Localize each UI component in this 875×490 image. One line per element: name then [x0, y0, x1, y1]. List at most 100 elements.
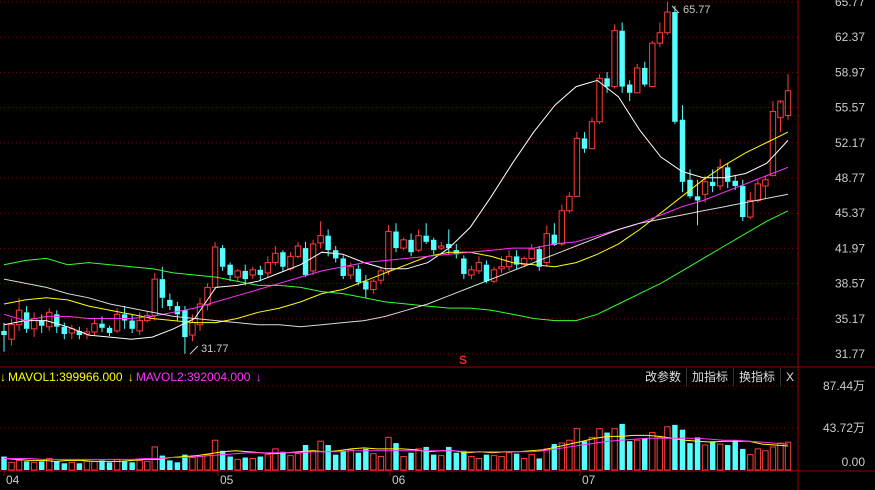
- price-tick-label: 45.37: [835, 206, 865, 220]
- volume-bar: [99, 460, 105, 470]
- candle: [461, 255, 467, 280]
- volume-bar: [423, 446, 429, 470]
- price-tick-label: 52.17: [835, 136, 865, 150]
- volume-bar: [446, 446, 452, 470]
- candle: [257, 265, 264, 282]
- candle: [513, 250, 520, 269]
- volume-bar: [249, 457, 256, 471]
- candle: [363, 275, 369, 298]
- candle: [347, 262, 354, 280]
- candle: [332, 246, 339, 263]
- volume-bar: [461, 450, 467, 470]
- volume-bar: [732, 440, 738, 470]
- candle: [747, 192, 754, 220]
- volume-bar: [777, 442, 784, 471]
- candle: [1, 322, 7, 352]
- volume-bar: [385, 436, 392, 471]
- volume-bar: [54, 461, 60, 470]
- volume-bar: [642, 438, 648, 470]
- candle: [159, 266, 166, 309]
- high-price-label: 65.77: [683, 4, 711, 16]
- candle: [438, 241, 445, 251]
- candle: [294, 241, 302, 259]
- high-price-pointer: [671, 5, 680, 14]
- price-tick-label: 38.57: [835, 277, 865, 291]
- volume-bar: [227, 456, 233, 470]
- price-tick-label: 31.77: [835, 347, 865, 361]
- volume-bar: [694, 437, 701, 470]
- candle: [558, 204, 566, 247]
- volume-bar: [400, 456, 407, 471]
- volume-bar: [588, 436, 596, 471]
- candle: [249, 266, 256, 280]
- candle: [619, 22, 625, 93]
- volume-bar: [196, 456, 204, 471]
- volume-bar: [340, 450, 346, 470]
- mavol2-label: MAVOL2:392004.000: [135, 370, 251, 384]
- mavol1-arrow: ↓: [0, 370, 6, 384]
- volume-bar-series: [1, 423, 792, 471]
- month-label: 07: [582, 473, 596, 487]
- volume-bar: [438, 455, 445, 471]
- ma-line-ma20: [3, 166, 789, 322]
- volume-bar: [430, 454, 437, 470]
- candle: [423, 223, 429, 244]
- volume-bar: [762, 450, 769, 471]
- volume-bar: [656, 436, 664, 471]
- volume-bar: [280, 451, 286, 470]
- candle: [182, 306, 188, 354]
- candle: [174, 301, 181, 321]
- volume-bar: [144, 460, 151, 471]
- volume-bar: [453, 452, 460, 470]
- candle: [264, 256, 272, 278]
- price-tick-label: 65.77: [835, 0, 865, 9]
- candle: [716, 159, 724, 191]
- candle: [468, 265, 475, 280]
- add-indicator-button[interactable]: 加指标: [686, 368, 733, 386]
- volume-bar: [740, 448, 746, 470]
- volume-bar: [408, 452, 414, 470]
- volume-bar: [672, 424, 678, 470]
- volume-bar: [76, 463, 83, 470]
- candle: [784, 74, 792, 120]
- candle: [490, 266, 498, 284]
- volume-bar: [355, 452, 362, 470]
- modify-params-button[interactable]: 改参数: [645, 370, 682, 384]
- volume-bar: [393, 443, 399, 470]
- candle: [754, 179, 762, 203]
- volume-bar: [769, 446, 777, 471]
- ma-line-ma60: [3, 193, 789, 328]
- low-price-pointer: [189, 345, 199, 355]
- moving-average-lines: [3, 79, 789, 340]
- volume-bar: [8, 461, 15, 471]
- month-label: 04: [6, 473, 20, 487]
- candle: [672, 5, 678, 124]
- candle: [694, 179, 701, 226]
- volume-bar: [317, 440, 324, 471]
- candle: [400, 237, 407, 251]
- candle: [596, 74, 603, 124]
- candle: [91, 318, 98, 336]
- volume-bar: [581, 441, 588, 470]
- candle: [129, 314, 135, 333]
- candle: [415, 229, 422, 253]
- volume-bar: [528, 454, 535, 471]
- ma-line-ma5: [3, 79, 789, 340]
- price-axis: 65.77 62.37 58.97 55.57 52.17 48.77 45.37 41.97…: [835, 0, 865, 361]
- volume-bar: [784, 441, 792, 471]
- volume-bar: [377, 456, 385, 471]
- volume-bar: [701, 444, 709, 471]
- price-tick-label: 55.57: [835, 101, 865, 115]
- candle: [219, 244, 226, 271]
- switch-indicator-button[interactable]: 换指标: [733, 368, 780, 386]
- candle: [30, 312, 38, 338]
- volume-bar: [520, 457, 528, 471]
- volume-bar: [234, 458, 241, 471]
- volume-bar: [611, 428, 618, 471]
- mavol2-arrow: ↓: [127, 370, 134, 384]
- volume-bar: [596, 428, 603, 471]
- close-indicator-button[interactable]: X: [780, 368, 799, 386]
- mavol2-trailing-arrow: ↓: [255, 370, 262, 384]
- candle: [317, 221, 324, 249]
